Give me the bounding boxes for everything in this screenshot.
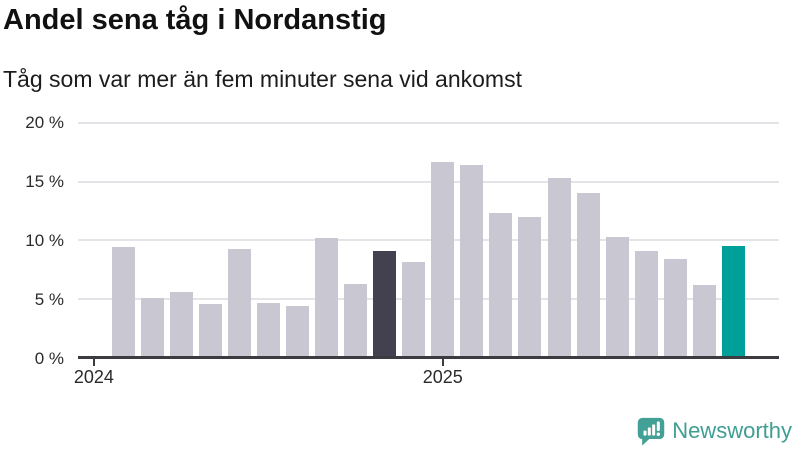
x-axis-line (78, 356, 779, 359)
bar (663, 259, 687, 358)
bar (344, 283, 368, 358)
gridline (78, 298, 779, 301)
bar (140, 298, 164, 358)
gridline (78, 121, 779, 124)
chart-subtitle: Tåg som var mer än fem minuter sena vid … (3, 66, 522, 92)
y-axis-label: 0 % (34, 348, 64, 368)
newsworthy-brand: Newsworthy (636, 414, 792, 448)
y-axis-label: 10 % (25, 230, 64, 250)
bar (314, 238, 338, 358)
bar (285, 306, 309, 358)
gridline (78, 180, 779, 183)
x-axis-tick-label: 2024 (73, 367, 114, 387)
newsworthy-logo-icon (636, 416, 666, 447)
bar (547, 178, 571, 358)
y-axis-label: 5 % (34, 289, 64, 309)
bar (576, 193, 600, 358)
bar (256, 302, 280, 358)
bar (431, 161, 455, 358)
x-axis-tick (92, 359, 95, 366)
bar (489, 213, 513, 358)
newsworthy-brand-text: Newsworthy (672, 418, 792, 443)
bar (402, 261, 426, 358)
bar (111, 247, 135, 358)
bar (605, 236, 629, 358)
x-axis-tick (441, 359, 444, 366)
bar (692, 285, 716, 358)
chart-title: Andel sena tåg i Nordanstig (3, 4, 387, 36)
bar (169, 292, 193, 358)
bar (721, 246, 745, 358)
bar (373, 250, 397, 358)
bar (460, 165, 484, 358)
y-axis-label: 15 % (25, 172, 64, 192)
bar (227, 248, 251, 358)
bar (198, 303, 222, 358)
bar (634, 250, 658, 358)
y-axis-label: 20 % (25, 113, 64, 133)
bar (518, 216, 542, 358)
x-axis-tick-label: 2025 (422, 367, 463, 387)
gridline (78, 239, 779, 242)
